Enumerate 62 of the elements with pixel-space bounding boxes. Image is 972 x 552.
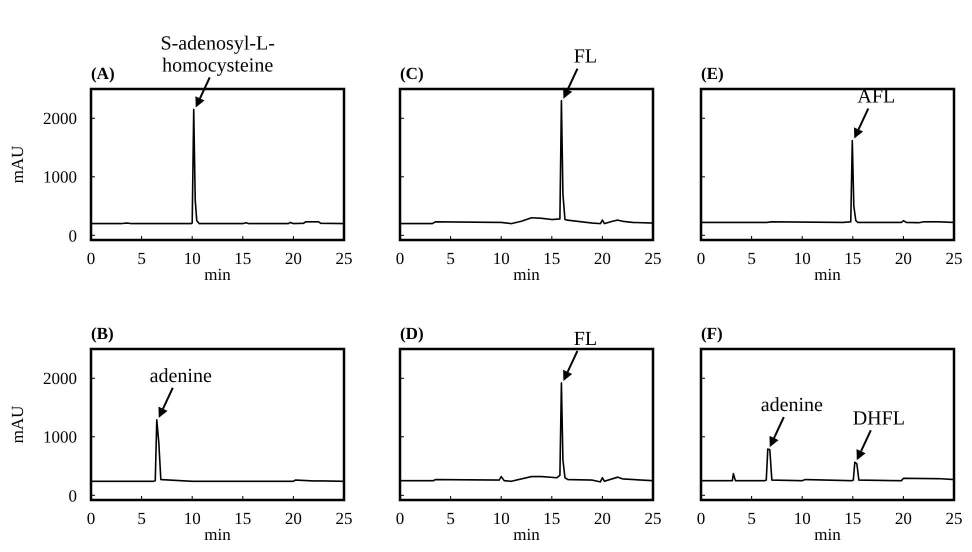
x-tick-label: 10: [492, 249, 510, 268]
x-tick-label: 15: [543, 509, 560, 528]
x-tick-label: 25: [336, 509, 352, 528]
x-tick-label: 20: [284, 509, 302, 528]
annotation: adenine: [760, 394, 824, 416]
x-tick-label: 10: [794, 249, 811, 268]
x-tick-label: 10: [492, 509, 510, 528]
y-tick-label: 1000: [43, 168, 77, 187]
x-tick-label: 5: [747, 509, 756, 528]
x-tick-label: 15: [543, 249, 560, 268]
annotation: FL: [574, 328, 598, 350]
annotation: DHFL: [852, 407, 905, 430]
chart-title: (C): [400, 64, 424, 83]
x-tick-label: 20: [894, 249, 912, 268]
x-tick-label: 0: [86, 509, 96, 528]
x-tick-label: 15: [234, 509, 252, 528]
x-tick-label: 10: [184, 509, 201, 528]
y-tick-label: 1000: [43, 428, 77, 447]
x-tick-label: 15: [234, 249, 252, 268]
x-tick-label: 0: [396, 249, 404, 268]
x-tick-label: 5: [446, 249, 455, 268]
y-tick-label: 2000: [43, 369, 77, 388]
x-axis-title: min: [513, 265, 540, 284]
chart-title: (E): [701, 64, 724, 83]
x-tick-label: 10: [184, 249, 201, 268]
x-tick-label: 0: [86, 249, 96, 268]
x-tick-label: 5: [137, 509, 146, 528]
annotation: adenine: [150, 364, 212, 387]
x-tick-label: 0: [396, 509, 404, 528]
chart-title: (A): [91, 64, 115, 83]
x-axis-title: min: [814, 525, 842, 544]
y-tick-label: 2000: [43, 109, 77, 128]
y-tick-label: 0: [68, 486, 77, 506]
x-tick-label: 25: [644, 509, 662, 528]
x-tick-label: 5: [747, 249, 756, 268]
x-tick-label: 20: [284, 249, 302, 268]
x-tick-label: 20: [594, 249, 611, 268]
x-tick-label: 15: [844, 509, 862, 528]
chart-title: (F): [701, 324, 723, 343]
x-tick-label: 5: [137, 249, 146, 268]
chart-title: (D): [400, 324, 424, 343]
x-axis-title: min: [513, 525, 540, 544]
y-tick-label: 0: [68, 226, 77, 246]
x-tick-label: 20: [594, 509, 611, 528]
x-axis-title: min: [814, 265, 842, 284]
x-tick-label: 10: [794, 509, 811, 528]
x-tick-label: 25: [946, 249, 962, 268]
annotation: S-adenosyl-L-homocysteine: [160, 32, 275, 76]
x-tick-label: 25: [336, 249, 352, 268]
y-axis-title: mAU: [8, 146, 27, 184]
x-tick-label: 5: [446, 509, 455, 528]
x-axis-title: min: [204, 525, 232, 544]
x-tick-label: 20: [894, 509, 912, 528]
x-tick-label: 0: [696, 509, 706, 528]
chart-title: (B): [91, 324, 114, 343]
x-axis-title: min: [204, 265, 232, 284]
y-axis-title: mAU: [8, 406, 27, 444]
x-tick-label: 25: [644, 249, 662, 268]
x-tick-label: 15: [844, 249, 862, 268]
annotation: FL: [574, 46, 598, 68]
x-tick-label: 0: [696, 249, 706, 268]
x-tick-label: 25: [946, 509, 962, 528]
